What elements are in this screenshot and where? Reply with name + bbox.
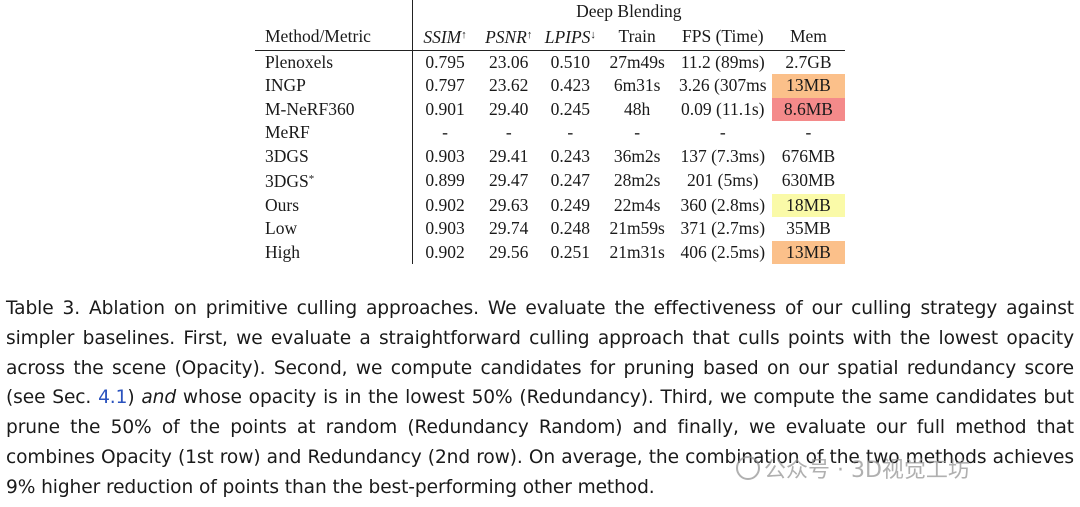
cell-ssim: 0.903: [411, 217, 478, 241]
cell-method: INGP: [265, 75, 306, 95]
cell-fps: 137 (7.3ms): [680, 145, 766, 166]
cell-lpips: 0.423: [550, 75, 591, 95]
cell-train: -: [634, 122, 641, 142]
cell-ssim: 0.797: [411, 74, 478, 98]
cell-lpips: 0.243: [550, 145, 591, 166]
cell-psnr: 29.56: [489, 241, 529, 262]
cell-train: 48h: [624, 98, 651, 119]
cell-psnr: 29.74: [489, 218, 529, 238]
table-row: Plenoxels 0.795 23.06 0.510 27m49s 11.2 (89ms…: [255, 50, 845, 74]
cell-method: 3DGS: [265, 145, 309, 166]
cell-ssim: 0.901: [411, 97, 478, 121]
cell-ssim: 0.899: [411, 168, 478, 194]
cell-method: Low: [265, 218, 298, 238]
cell-method: Plenoxels: [265, 51, 334, 72]
cell-fps: 371 (2.7ms): [680, 218, 766, 238]
table-row: M-NeRF360 0.901 29.40 0.245 48h 0.09 (11.1s) 8…: [255, 97, 845, 121]
cell-fps: 360 (2.8ms): [680, 194, 766, 215]
cell-psnr: 23.06: [489, 51, 529, 72]
cell-lpips: -: [567, 122, 574, 142]
cell-lpips: 0.249: [550, 194, 591, 215]
header-psnr: PSNR↑: [477, 23, 541, 51]
cell-psnr: 29.41: [489, 145, 529, 166]
dataset-title: Deep Blending: [411, 0, 845, 24]
table-row: Ours 0.902 29.63 0.249 22m4s 360 (2.8ms) 18MB: [255, 193, 845, 217]
table-row: INGP 0.797 23.62 0.423 6m31s 3.26 (307ms 13MB: [255, 74, 845, 98]
cell-fps: 0.09 (11.1s): [681, 98, 765, 119]
cell-ssim: 0.795: [411, 50, 478, 74]
header-train: Train: [600, 23, 674, 51]
header-fps: FPS (Time): [673, 23, 772, 51]
cell-mem: 676MB: [771, 144, 845, 168]
header-ssim: SSIM↑: [411, 23, 478, 51]
cell-train: 22m4s: [613, 194, 661, 215]
cell-mem: 630MB: [771, 168, 845, 194]
dataset-header-row: Deep Blending: [255, 0, 845, 24]
cell-fps: 11.2 (89ms): [680, 51, 765, 72]
cell-train: 28m2s: [613, 170, 661, 190]
cell-lpips: 0.251: [550, 241, 591, 262]
cell-fps: -: [719, 122, 726, 142]
cell-mem: 35MB: [771, 217, 845, 241]
cell-psnr: 29.40: [489, 98, 529, 119]
cell-ssim: -: [411, 121, 478, 145]
table-caption: Table 3. Ablation on primitive culling a…: [6, 298, 1074, 498]
cell-mem: 13MB: [771, 74, 845, 98]
cell-method: High: [265, 241, 300, 262]
column-header-row: Method/Metric SSIM↑ PSNR↑ LPIPS↓ Train F…: [255, 23, 845, 51]
table-row: 3DGS 0.903 29.41 0.243 36m2s 137 (7.3ms) 676MB: [255, 144, 845, 168]
cell-lpips: 0.510: [550, 51, 591, 72]
cell-lpips: 0.248: [550, 218, 591, 238]
cell-method: Ours: [265, 194, 300, 215]
cell-lpips: 0.245: [550, 98, 591, 119]
cell-fps: 406 (2.5ms): [680, 241, 766, 262]
results-table: Deep Blending Method/Metric SSIM↑ PSNR↑ …: [255, 0, 845, 264]
cell-fps: 201 (5ms): [687, 170, 759, 190]
header-lpips: LPIPS↓: [540, 23, 601, 51]
section-reference-link[interactable]: 4.1: [98, 387, 128, 409]
cell-train: 21m31s: [609, 241, 665, 262]
cell-train: 6m31s: [613, 75, 661, 95]
cell-method: MeRF: [265, 122, 310, 142]
cell-psnr: 23.62: [489, 75, 529, 95]
cell-train: 36m2s: [613, 145, 661, 166]
header-mem: Mem: [771, 23, 845, 51]
cell-method: 3DGS*: [265, 171, 315, 191]
cell-psnr: -: [505, 122, 512, 142]
header-method: Method/Metric: [255, 23, 413, 51]
cell-ssim: 0.903: [411, 144, 478, 168]
cell-ssim: 0.902: [411, 240, 478, 264]
cell-mem: 13MB: [771, 240, 845, 264]
cell-mem: 2.7GB: [771, 50, 845, 74]
cell-fps: 3.26 (307ms: [679, 75, 767, 95]
cell-psnr: 29.47: [489, 170, 529, 190]
cell-mem: 8.6MB: [771, 97, 845, 121]
table-row: Low 0.903 29.74 0.248 21m59s 371 (2.7ms) 35MB: [255, 217, 845, 241]
cell-psnr: 29.63: [489, 194, 529, 215]
table-row: MeRF - - - - - -: [255, 121, 845, 145]
cell-method: M-NeRF360: [265, 98, 355, 119]
cell-mem: -: [771, 121, 845, 145]
table-row: High 0.902 29.56 0.251 21m31s 406 (2.5ms) 13MB: [255, 240, 845, 264]
cell-train: 27m49s: [609, 51, 665, 72]
cell-mem: 18MB: [771, 193, 845, 217]
cell-ssim: 0.902: [411, 193, 478, 217]
cell-train: 21m59s: [609, 218, 665, 238]
cell-lpips: 0.247: [550, 170, 591, 190]
table-row: 3DGS* 0.899 29.47 0.247 28m2s 201 (5ms) 630MB: [255, 168, 845, 194]
